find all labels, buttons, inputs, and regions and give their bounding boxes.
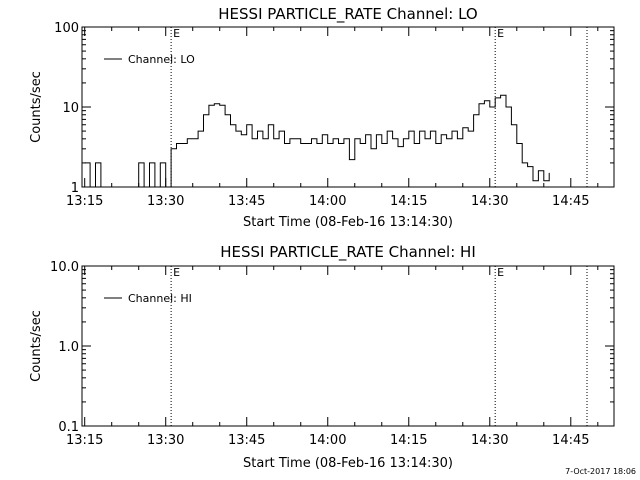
time-marker-label: E <box>497 27 504 40</box>
y-tick-label: 1 <box>71 181 79 196</box>
x-tick-label: 13:30 <box>147 433 184 448</box>
legend-entry: Channel: HI <box>128 292 192 305</box>
x-tick-label: 14:45 <box>552 433 589 448</box>
x-tick-label: 13:45 <box>228 194 265 209</box>
y-tick-label: 100 <box>54 21 79 36</box>
x-tick-label: 14:45 <box>552 194 589 209</box>
y-tick-label: 1.0 <box>58 340 79 355</box>
chart-title: HESSI PARTICLE_RATE Channel: LO <box>218 5 477 24</box>
chart-title: HESSI PARTICLE_RATE Channel: HI <box>220 243 476 262</box>
y-axis-label: Counts/sec <box>29 310 44 382</box>
x-tick-label: 13:30 <box>147 194 184 209</box>
x-tick-label: 13:45 <box>228 433 265 448</box>
x-tick-label: 14:30 <box>471 433 508 448</box>
x-tick-label: 14:00 <box>309 194 346 209</box>
y-tick-label: 10.0 <box>50 260 79 275</box>
series-line-channel-lo <box>84 94 550 188</box>
y-axis-label: Counts/sec <box>29 71 44 143</box>
x-tick-label: 14:30 <box>471 194 508 209</box>
x-tick-label: 14:00 <box>309 433 346 448</box>
time-marker-label: E <box>497 266 504 279</box>
y-tick-label: 10 <box>62 101 79 116</box>
timestamp-label: 7-Oct-2017 18:06 <box>565 467 636 476</box>
plot-frame <box>81 265 615 427</box>
time-marker-label: E <box>173 27 180 40</box>
x-tick-label: 13:15 <box>66 433 103 448</box>
x-axis-label: Start Time (08-Feb-16 13:14:30) <box>243 456 453 471</box>
x-tick-label: 14:15 <box>390 194 427 209</box>
y-tick-label: 0.1 <box>58 420 79 435</box>
x-tick-label: 14:15 <box>390 433 427 448</box>
x-axis-label: Start Time (08-Feb-16 13:14:30) <box>243 215 453 230</box>
time-marker-label: E <box>173 266 180 279</box>
legend-entry: Channel: LO <box>128 53 195 66</box>
x-tick-label: 13:15 <box>66 194 103 209</box>
